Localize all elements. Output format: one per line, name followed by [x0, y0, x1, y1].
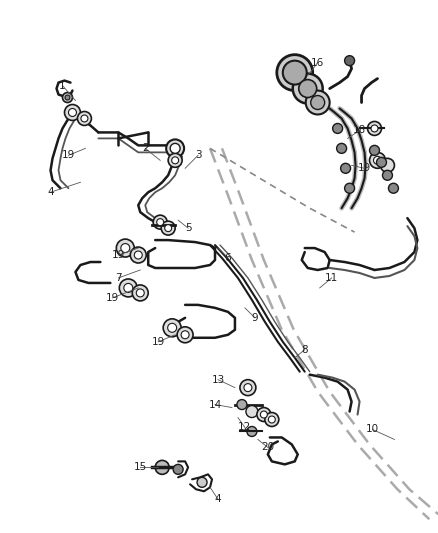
Circle shape: [197, 478, 207, 487]
Circle shape: [119, 279, 137, 297]
Text: 6: 6: [224, 253, 231, 263]
Circle shape: [332, 124, 342, 133]
Circle shape: [156, 219, 163, 225]
Circle shape: [237, 400, 246, 409]
Text: 11: 11: [324, 273, 338, 283]
Circle shape: [310, 95, 324, 109]
Circle shape: [381, 171, 392, 180]
Circle shape: [130, 247, 146, 263]
Text: 19: 19: [357, 163, 370, 173]
Text: 7: 7: [115, 273, 121, 283]
Circle shape: [260, 411, 267, 418]
Text: 16: 16: [311, 58, 324, 68]
Circle shape: [77, 111, 91, 125]
Circle shape: [155, 461, 169, 474]
Circle shape: [388, 183, 398, 193]
Circle shape: [305, 91, 329, 115]
Text: 15: 15: [133, 462, 147, 472]
Circle shape: [367, 122, 381, 135]
Text: 8: 8: [301, 345, 307, 355]
Circle shape: [276, 55, 312, 91]
Text: 19: 19: [151, 337, 164, 347]
Circle shape: [264, 413, 278, 426]
Circle shape: [124, 284, 132, 293]
Circle shape: [171, 157, 178, 164]
Circle shape: [369, 152, 385, 168]
Circle shape: [116, 239, 134, 257]
Circle shape: [153, 215, 167, 229]
Circle shape: [344, 183, 354, 193]
Text: 9: 9: [251, 313, 258, 323]
Circle shape: [68, 109, 76, 117]
Circle shape: [181, 331, 189, 339]
Circle shape: [177, 327, 193, 343]
Circle shape: [81, 115, 88, 122]
Circle shape: [134, 251, 142, 259]
Text: 2: 2: [141, 143, 148, 154]
Circle shape: [65, 95, 70, 100]
Text: 10: 10: [365, 424, 378, 434]
Circle shape: [380, 158, 394, 172]
Circle shape: [136, 289, 144, 297]
Text: 19: 19: [106, 293, 119, 303]
Text: 4: 4: [47, 187, 54, 197]
Circle shape: [370, 125, 377, 132]
Circle shape: [256, 408, 270, 422]
Circle shape: [246, 426, 256, 437]
Text: 1: 1: [59, 80, 66, 91]
Circle shape: [168, 154, 182, 167]
Text: 19: 19: [111, 250, 125, 260]
Text: 13: 13: [211, 375, 224, 385]
Text: 18: 18: [352, 125, 365, 135]
Text: 12: 12: [238, 423, 251, 432]
Circle shape: [282, 61, 306, 85]
Circle shape: [120, 244, 130, 253]
Circle shape: [245, 406, 257, 417]
Circle shape: [62, 93, 72, 102]
Text: 4: 4: [214, 494, 221, 504]
Circle shape: [292, 74, 322, 103]
Circle shape: [369, 146, 378, 155]
Circle shape: [170, 143, 180, 154]
Circle shape: [173, 464, 183, 474]
Circle shape: [373, 156, 381, 164]
Text: 14: 14: [208, 400, 221, 409]
Text: 20: 20: [261, 442, 274, 453]
Circle shape: [336, 143, 346, 154]
Circle shape: [167, 324, 176, 332]
Circle shape: [166, 140, 184, 157]
Circle shape: [268, 416, 275, 423]
Text: 5: 5: [184, 223, 191, 233]
Circle shape: [376, 157, 385, 167]
Circle shape: [164, 224, 171, 232]
Circle shape: [298, 79, 316, 98]
Circle shape: [340, 163, 350, 173]
Text: 3: 3: [194, 150, 201, 160]
Text: 19: 19: [62, 150, 75, 160]
Circle shape: [132, 285, 148, 301]
Circle shape: [244, 384, 251, 392]
Circle shape: [64, 104, 80, 120]
Circle shape: [163, 319, 181, 337]
Circle shape: [240, 379, 255, 395]
Circle shape: [344, 55, 354, 66]
Circle shape: [161, 221, 175, 235]
